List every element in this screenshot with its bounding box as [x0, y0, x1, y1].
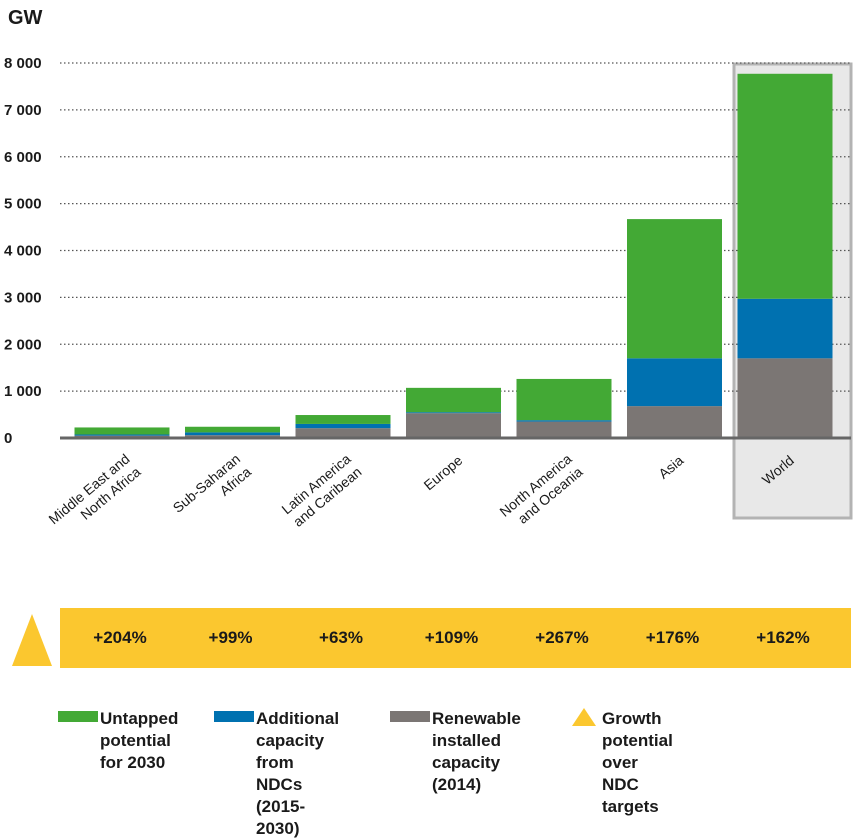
bar-segment — [74, 427, 170, 435]
bar-segment — [516, 420, 612, 422]
bar-segment — [406, 413, 501, 438]
y-tick-label: 1 000 — [4, 383, 42, 400]
legend-label: Additional capacity from NDCs (2015-2030… — [256, 709, 340, 838]
y-tick-label: 7 000 — [4, 102, 42, 119]
x-tick-label: Middle East andNorth Africa — [45, 450, 143, 540]
y-tick-label: 0 — [4, 430, 12, 447]
bar-segment — [516, 421, 612, 438]
x-tick-label: Latin Americaand Caribean — [278, 450, 364, 530]
stacked-bar-chart: 0 1 000 2 000 3 000 4 000 5 000 6 000 7 000 8 00… — [4, 7, 853, 540]
legend-label: Renewable installed capacity (2014) — [432, 709, 521, 794]
growth-value: +176% — [645, 628, 700, 647]
x-tick-label: Asia — [655, 452, 686, 482]
bar-segment — [295, 415, 391, 424]
bar-segment — [737, 358, 833, 438]
bar-segment — [295, 423, 391, 429]
bar-segment — [74, 434, 170, 436]
growth-value: +162% — [756, 628, 810, 647]
y-tick-label: 6 000 — [4, 149, 42, 166]
bar-segment — [627, 358, 722, 407]
growth-value: +63% — [319, 628, 363, 647]
growth-triangle-icon — [12, 614, 52, 666]
bar-segment — [185, 426, 280, 433]
legend-swatch — [390, 711, 430, 722]
bar-segment — [406, 387, 501, 413]
x-tick-label: Sub-SaharanAfrica — [170, 450, 255, 528]
y-tick-label: 3 000 — [4, 289, 42, 306]
growth-value: +267% — [535, 628, 589, 647]
growth-potential-band — [60, 608, 851, 668]
y-tick-label: 2 000 — [4, 336, 42, 353]
y-axis-unit-label: GW — [8, 7, 43, 29]
y-tick-label: 8 000 — [4, 55, 42, 72]
legend-label: Untapped potential for 2030 — [100, 709, 179, 772]
y-axis-ticks: 0 1 000 2 000 3 000 4 000 5 000 6 000 7 000 8 00… — [4, 55, 42, 447]
growth-value: +99% — [208, 628, 253, 647]
y-tick-label: 4 000 — [4, 243, 42, 260]
y-tick-label: 5 000 — [4, 196, 42, 213]
gridlines — [60, 62, 851, 392]
bar-segment — [295, 428, 391, 438]
legend-label: Growth potential over NDC targets — [602, 709, 673, 816]
bar-segment — [516, 378, 612, 421]
legend-swatch — [214, 711, 254, 722]
legend-triangle-icon — [572, 708, 596, 726]
growth-value: +109% — [424, 628, 479, 647]
legend-swatch — [58, 711, 98, 722]
bars — [74, 73, 833, 438]
bar-segment — [737, 73, 833, 299]
x-tick-label: North Americaand Oceania — [496, 450, 585, 532]
bar-segment — [627, 406, 722, 438]
x-tick-label: Europe — [421, 452, 466, 493]
bar-segment — [627, 219, 722, 359]
bar-segment — [737, 298, 833, 359]
x-axis-labels: Middle East andNorth Africa Sub-SaharanAf… — [45, 450, 796, 540]
growth-value: +204% — [93, 628, 147, 647]
bar-segment — [185, 432, 280, 436]
bar-segment — [406, 412, 501, 414]
